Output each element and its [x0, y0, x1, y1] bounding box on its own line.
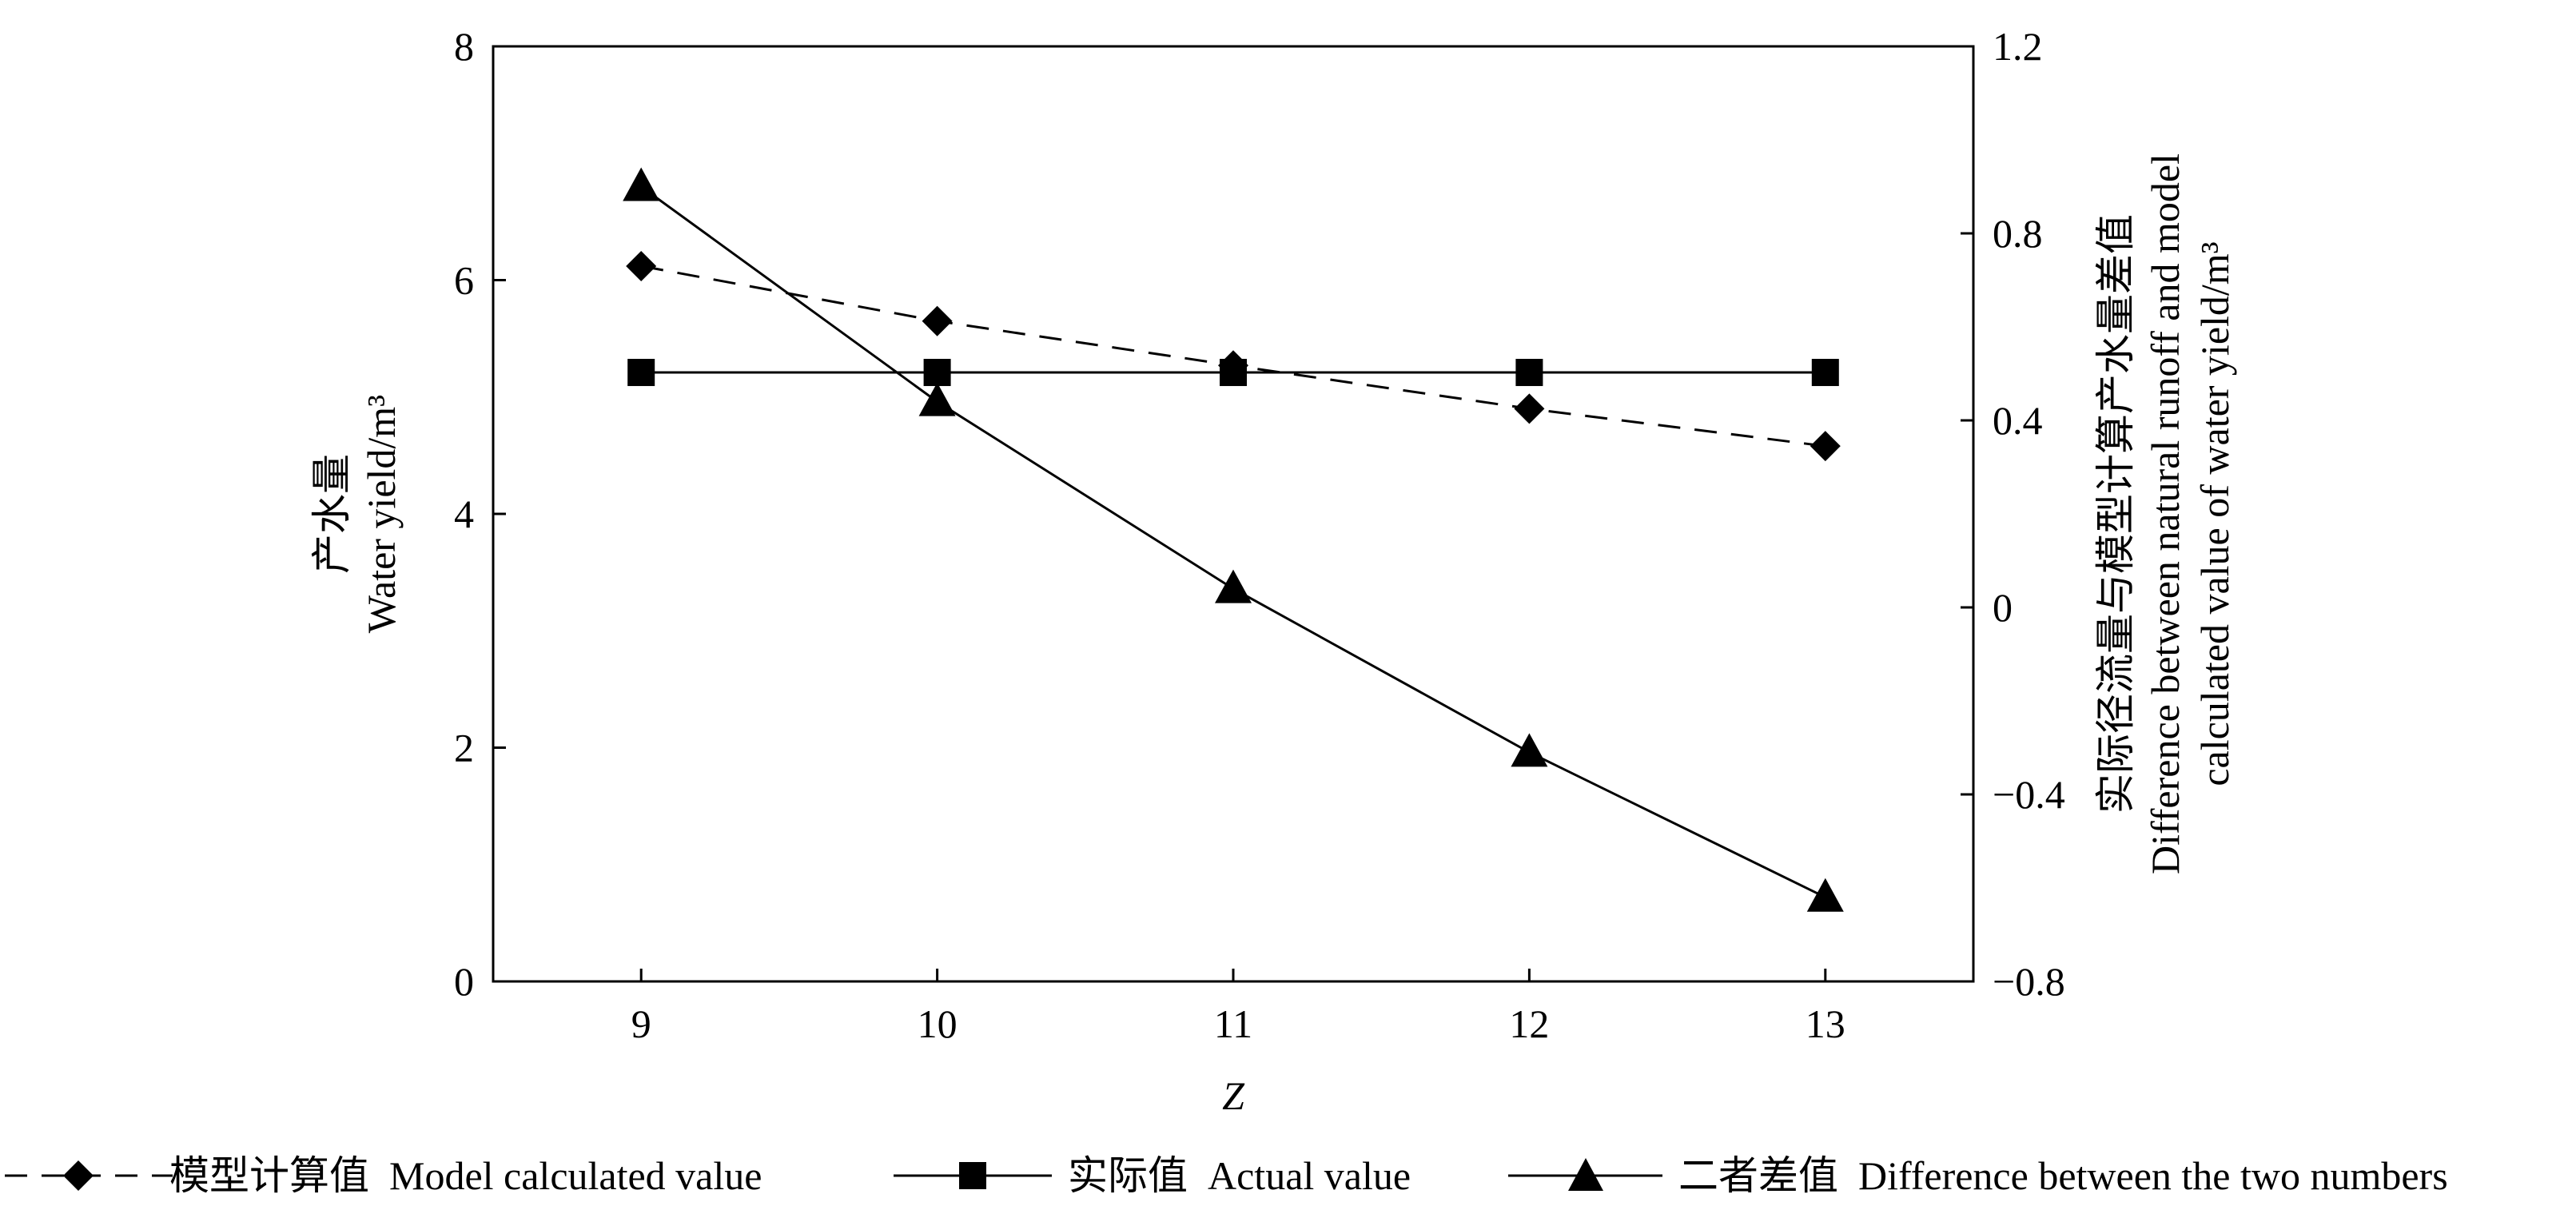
series-1-point — [1811, 359, 1839, 387]
legend-diff-label: 二者差值 Difference between the two numbers — [1678, 1153, 2448, 1198]
series-layer — [623, 167, 1844, 912]
series-1-point — [1515, 359, 1543, 387]
series-0-point — [1514, 393, 1545, 424]
series-2-line — [640, 185, 1826, 899]
legend-model-label: 模型计算值 Model calculated value — [169, 1153, 762, 1198]
legend-item-difference: 二者差值 Difference between the two numbers — [1508, 1153, 2448, 1198]
right-tick-label: 1.2 — [1993, 24, 2043, 69]
series-2-point — [1215, 569, 1252, 603]
legend-model-diamond — [63, 1160, 94, 1191]
left-axis-ticks: 0 2 4 6 8 — [454, 24, 506, 1004]
left-tick-label: 8 — [454, 24, 474, 69]
series-2-point — [1511, 733, 1548, 767]
series-0-point — [922, 305, 953, 336]
right-axis-label-zh: 实际径流量与模型计算产水量差值 — [2093, 214, 2138, 814]
x-tick-label: 12 — [1509, 1001, 1549, 1046]
series-2-point — [1806, 878, 1844, 912]
series-2-point — [918, 382, 956, 416]
right-tick-label: −0.8 — [1993, 959, 2065, 1004]
left-axis-label-zh: 产水量 — [309, 454, 354, 574]
right-axis-ticks: −0.8 −0.4 0 0.4 0.8 1.2 — [1961, 24, 2065, 1004]
left-tick-label: 0 — [454, 959, 474, 1004]
series-0-point — [626, 250, 657, 281]
legend: 模型计算值 Model calculated value 实际值 Actual … — [5, 1153, 2448, 1198]
series-1-point — [1220, 359, 1247, 387]
right-axis-label-en-2: calculated value of water yield/m³ — [2192, 241, 2237, 786]
series-2-point — [623, 167, 660, 201]
x-tick-label: 11 — [1214, 1001, 1252, 1046]
left-tick-label: 6 — [454, 258, 474, 303]
legend-actual-square — [959, 1162, 986, 1189]
x-axis-ticks: 9 10 11 12 13 — [631, 969, 1845, 1046]
right-tick-label: 0 — [1993, 585, 2013, 630]
left-tick-label: 4 — [454, 492, 474, 536]
right-tick-label: 0.4 — [1993, 398, 2043, 443]
left-axis-label-en: Water yield/m³ — [359, 395, 404, 633]
plot-frame — [492, 45, 1975, 983]
series-1-point — [923, 359, 951, 387]
x-tick-label: 9 — [631, 1001, 651, 1046]
legend-item-actual: 实际值 Actual value — [894, 1153, 1411, 1198]
left-tick-label: 2 — [454, 726, 474, 770]
right-tick-label: 0.8 — [1993, 211, 2043, 256]
right-axis-label-en-1: Difference between natural runoff and mo… — [2143, 153, 2188, 874]
legend-actual-label: 实际值 Actual value — [1068, 1153, 1411, 1198]
x-axis-label: Z — [1222, 1073, 1245, 1118]
right-tick-label: −0.4 — [1993, 772, 2065, 817]
x-tick-label: 13 — [1806, 1001, 1845, 1046]
series-0-point — [1810, 431, 1841, 462]
x-tick-label: 10 — [918, 1001, 958, 1046]
series-1-point — [627, 359, 655, 387]
legend-item-model: 模型计算值 Model calculated value — [5, 1153, 762, 1198]
legend-diff-triangle — [1568, 1158, 1603, 1191]
